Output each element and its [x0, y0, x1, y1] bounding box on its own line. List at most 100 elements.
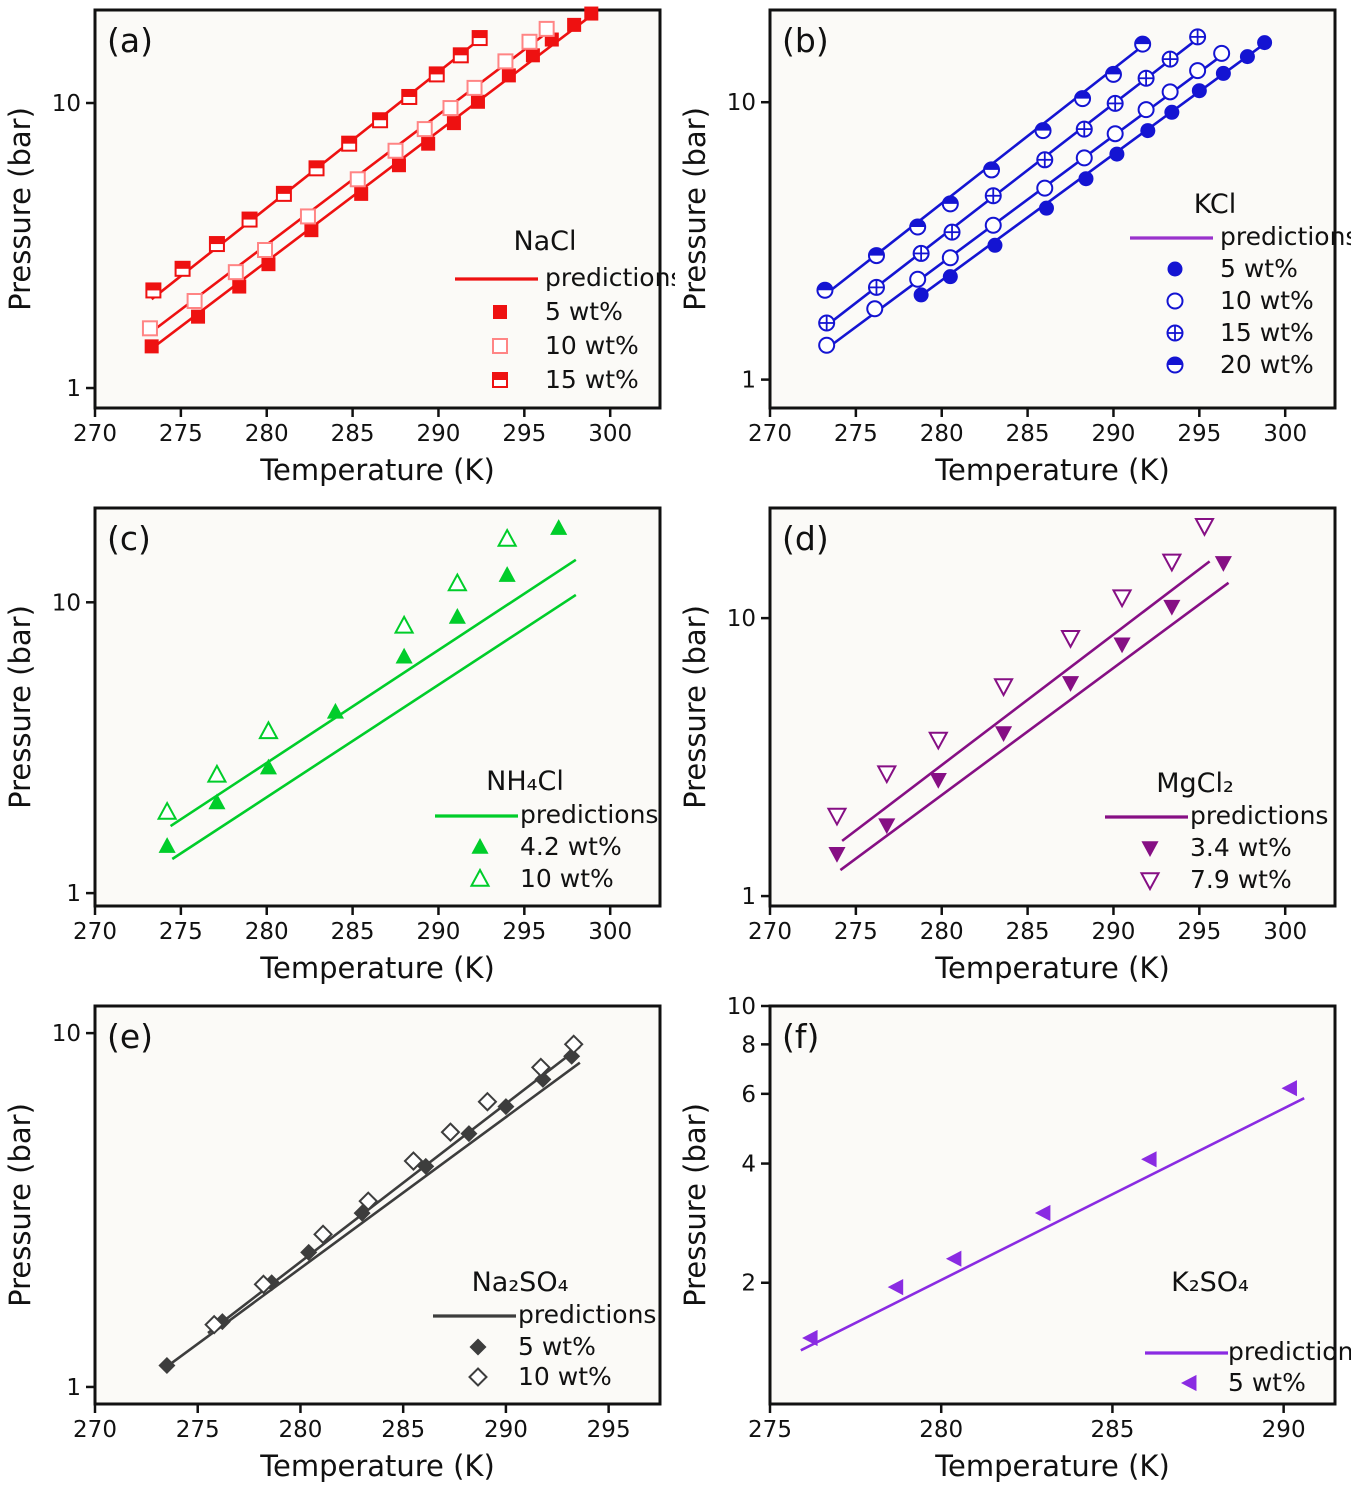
data-point-marker	[213, 1313, 231, 1331]
data-point-marker	[1189, 28, 1207, 46]
legend-entry-label: predictions	[520, 800, 658, 829]
data-point-marker	[1239, 49, 1255, 65]
x-tick-label: 280	[920, 919, 964, 945]
y-axis-title: Pressure (bar)	[3, 1103, 37, 1307]
y-tick-label: 1	[741, 368, 756, 394]
data-point-marker	[1137, 69, 1155, 87]
x-tick-label: 295	[502, 919, 546, 945]
legend-marker	[492, 372, 508, 388]
y-tick-label: 8	[741, 1032, 756, 1058]
data-point-marker	[867, 278, 885, 296]
legend-marker	[1166, 356, 1184, 374]
data-point-marker	[816, 281, 834, 299]
data-point-marker	[387, 142, 404, 159]
x-tick-label: 280	[919, 1417, 963, 1443]
data-point-marker	[941, 249, 959, 267]
data-point-marker	[1036, 151, 1054, 169]
x-tick-label: 280	[279, 1417, 323, 1443]
panel-d: 270 275 280 285 290 295 300 1 10 Temperature (K) P…	[675, 498, 1351, 996]
data-point-marker	[1163, 599, 1181, 616]
x-tick-label: 275	[834, 919, 878, 945]
prediction-line-34wt	[839, 581, 1230, 872]
data-point-marker	[227, 264, 244, 281]
prediction-lines	[800, 1097, 1305, 1352]
x-tick-label: 300	[588, 421, 632, 447]
legend-entry-label: 5 wt%	[1228, 1368, 1306, 1397]
data-point-marker	[208, 793, 226, 810]
data-point-marker	[326, 702, 344, 719]
data-point-marker	[158, 837, 176, 853]
data-point-marker	[232, 279, 247, 294]
panel-e-chart: 270 275 280 285 290 295 1 10 Temperature (K) Pres…	[3, 1004, 662, 1483]
legend-entry-label: 4.2 wt%	[520, 832, 622, 861]
legend-title: K₂SO₄	[1171, 1267, 1249, 1298]
data-point-marker	[204, 1314, 225, 1335]
x-axis-title: Temperature (K)	[259, 951, 495, 985]
y-axis: 1 10	[52, 590, 95, 907]
legend-entry-label: 10 wt%	[1220, 286, 1314, 315]
data-point-marker	[1060, 629, 1081, 649]
legend-entry-label: 10 wt%	[518, 1362, 612, 1391]
data-point-marker	[241, 211, 258, 228]
data-point-marker	[304, 223, 319, 238]
x-tick-label: 290	[484, 1417, 528, 1443]
legend-entry-label: 5 wt%	[545, 297, 623, 326]
data-point-marker	[391, 158, 406, 173]
panel-letter: (a)	[107, 21, 153, 60]
data-point-marker	[1034, 1204, 1051, 1222]
data-point-marker	[828, 846, 846, 863]
data-point-marker	[1034, 122, 1052, 140]
legend-entry-label: predictions	[1190, 801, 1328, 830]
data-point-marker	[1104, 65, 1122, 83]
legend-entry-label: 10 wt%	[520, 864, 614, 893]
data-point-marker	[452, 47, 469, 64]
x-axis-title: Temperature (K)	[934, 951, 1170, 985]
data-point-marker	[1140, 123, 1156, 139]
data-point-marker	[1075, 120, 1093, 138]
data-point-marker	[1141, 1151, 1157, 1168]
y-tick-label: 1	[66, 376, 81, 402]
data-point-marker	[1106, 125, 1124, 143]
y-tick-label: 10	[727, 996, 756, 1020]
x-tick-label: 295	[587, 1417, 631, 1443]
y-axis: 2 4 6 8 10	[727, 996, 770, 1297]
x-tick-label: 295	[1177, 421, 1221, 447]
data-point-marker	[497, 53, 514, 70]
data-point-marker	[158, 1356, 176, 1374]
data-point-marker	[498, 566, 516, 582]
x-tick-label: 285	[331, 919, 375, 945]
data-point-marker	[802, 1329, 818, 1347]
data-point-marker	[1257, 35, 1273, 51]
data-point-marker	[1061, 676, 1080, 692]
legend-marker	[469, 867, 491, 887]
series-15wt	[145, 30, 488, 299]
data-point-marker	[1106, 94, 1124, 112]
x-tick-label: 290	[1262, 1417, 1306, 1443]
panel-d-chart: 270 275 280 285 290 295 300 1 10 Temperature (K) P…	[678, 506, 1337, 985]
data-point-marker	[401, 88, 418, 105]
x-axis-title: Temperature (K)	[259, 453, 495, 487]
data-point-marker	[208, 236, 225, 253]
data-point-marker	[299, 208, 316, 225]
series-79wt	[826, 517, 1215, 827]
data-point-marker	[440, 1122, 461, 1143]
legend-entry-label: 10 wt%	[545, 331, 639, 360]
x-tick-label: 270	[73, 919, 117, 945]
data-point-marker	[446, 116, 461, 131]
panel-b: 270 275 280 285 290 295 300 1 10 Temperature (K) P…	[675, 0, 1351, 498]
legend-entry-label: predictions	[1220, 222, 1351, 251]
data-point-marker	[372, 112, 389, 129]
data-point-marker	[1164, 104, 1180, 120]
prediction-lines	[839, 560, 1230, 872]
data-point-marker	[174, 260, 191, 277]
data-point-marker	[144, 339, 159, 354]
series-5wt	[144, 6, 599, 354]
legend-title: Na₂SO₄	[472, 1267, 569, 1298]
data-point-marker	[1161, 83, 1179, 101]
prediction-line-10wt	[824, 50, 1228, 351]
series-34wt	[828, 556, 1232, 863]
prediction-line-5wt	[149, 13, 594, 352]
data-point-marker	[258, 720, 279, 740]
x-tick-label: 275	[834, 421, 878, 447]
